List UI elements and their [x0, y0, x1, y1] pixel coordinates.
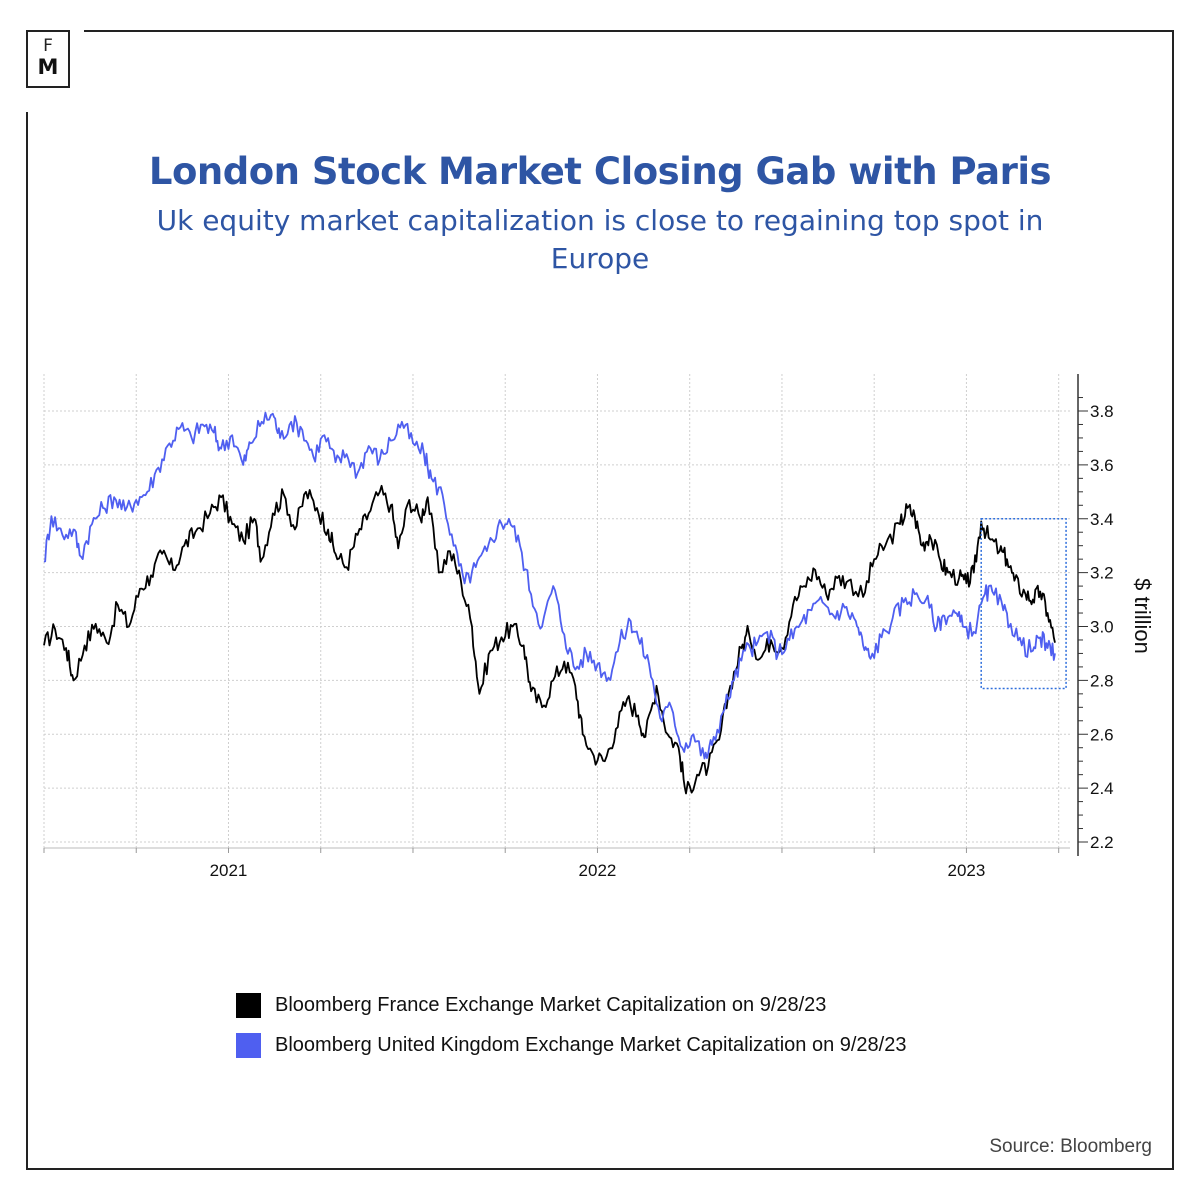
brand-logo: F M: [18, 18, 84, 112]
y-axis-label: $ trillion: [1130, 578, 1155, 654]
y-tick-label: 3.4: [1090, 510, 1114, 529]
legend-item-france: Bloomberg France Exchange Market Capital…: [236, 992, 906, 1018]
y-tick-label: 2.8: [1090, 671, 1114, 690]
x-tick-label: 2023: [948, 861, 986, 880]
legend-swatch-uk: [236, 1032, 261, 1058]
highlight-box: [980, 518, 1067, 690]
y-tick-label: 2.4: [1090, 779, 1114, 798]
y-tick-label: 2.2: [1090, 833, 1114, 852]
y-tick-label: 3.2: [1090, 564, 1114, 583]
x-tick-label: 2021: [210, 861, 248, 880]
chart-subtitle: Uk equity market capitalization is close…: [156, 204, 1044, 275]
logo-letter-bottom: M: [37, 55, 59, 79]
legend-swatch-france: [236, 992, 261, 1018]
legend-label-france: Bloomberg France Exchange Market Capital…: [275, 993, 827, 1016]
y-tick-label: 3.8: [1090, 402, 1114, 421]
series-line-uk: [43, 411, 1056, 760]
chart-legend: Bloomberg France Exchange Market Capital…: [236, 992, 906, 1072]
logo-mark: F M: [26, 30, 70, 88]
chart-title: London Stock Market Closing Gab with Par…: [148, 150, 1052, 193]
y-tick-label: 2.6: [1090, 725, 1114, 744]
logo-letter-top: F: [43, 36, 53, 56]
y-tick-label: 3.0: [1090, 618, 1114, 637]
legend-item-uk: Bloomberg United Kingdom Exchange Market…: [236, 1032, 906, 1058]
legend-label-uk: Bloomberg United Kingdom Exchange Market…: [275, 1033, 907, 1056]
source-note: Source: Bloomberg: [989, 1136, 1152, 1157]
series-line-france: [43, 484, 1056, 795]
y-tick-label: 3.6: [1090, 456, 1114, 475]
x-tick-label: 2022: [579, 861, 617, 880]
card-frame: [26, 30, 1174, 1170]
